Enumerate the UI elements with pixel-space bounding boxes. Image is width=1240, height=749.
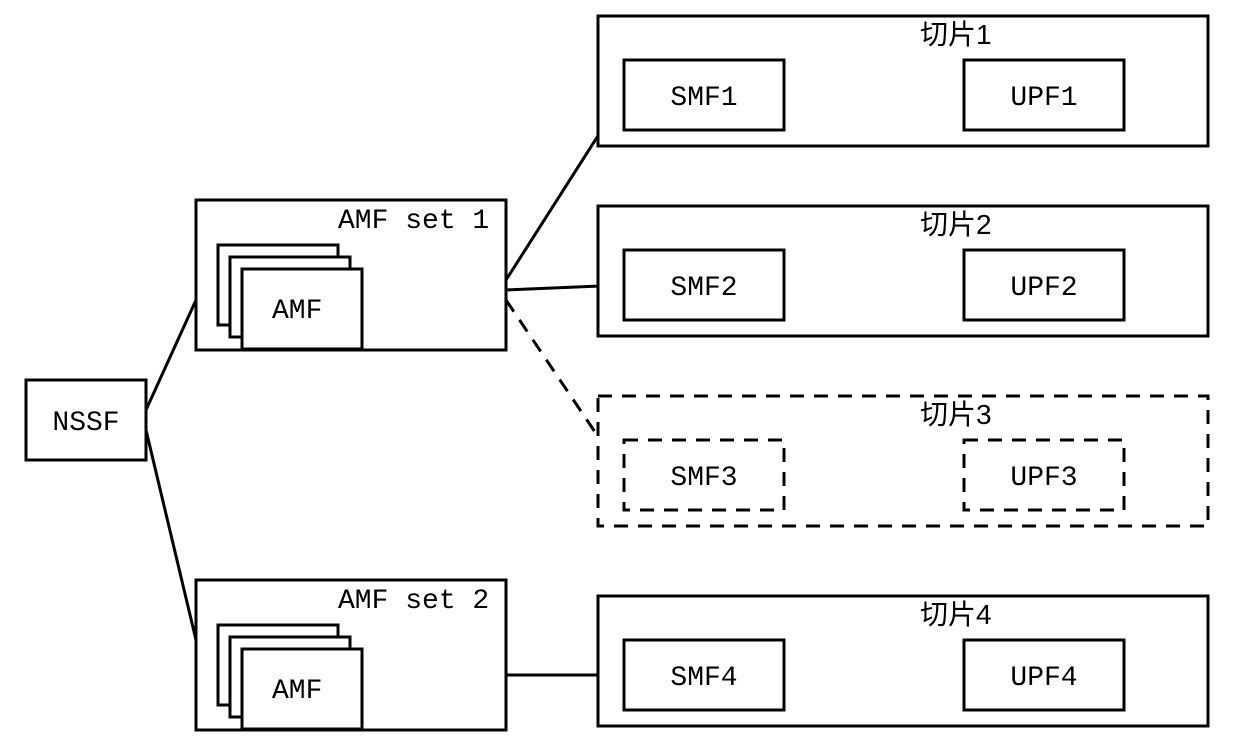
amf-set-2-label: AMF set 2 [338, 586, 489, 617]
amf-set-1-label: AMF set 1 [338, 206, 489, 237]
slice-1-upf-label: UPF1 [1010, 83, 1077, 114]
edge-nssf-amf1 [146, 300, 196, 410]
amf-set-2-inner-label: AMF [272, 676, 322, 707]
slice-3-smf-label: SMF3 [670, 463, 737, 494]
slice-1-smf-label: SMF1 [670, 83, 737, 114]
slice-4-smf-label: SMF4 [670, 663, 737, 694]
slice-1-title: 切片1 [920, 19, 992, 50]
edge-nssf-amf2 [146, 430, 196, 640]
nssf-label: NSSF [52, 408, 119, 439]
slice-2-title: 切片2 [920, 209, 992, 240]
slice-4-upf-label: UPF4 [1010, 663, 1077, 694]
slice-3-upf-label: UPF3 [1010, 463, 1077, 494]
network-slice-diagram: NSSF AMF set 1 AMF AMF set 2 AMF 切片1 SMF1 UPF1 切… [0, 0, 1240, 749]
amf-set-1-inner-label: AMF [272, 296, 322, 327]
slice-3-title: 切片3 [920, 399, 992, 430]
slice-2-upf-label: UPF2 [1010, 273, 1077, 304]
slice-2-smf-label: SMF2 [670, 273, 737, 304]
slice-4-title: 切片4 [920, 599, 992, 630]
